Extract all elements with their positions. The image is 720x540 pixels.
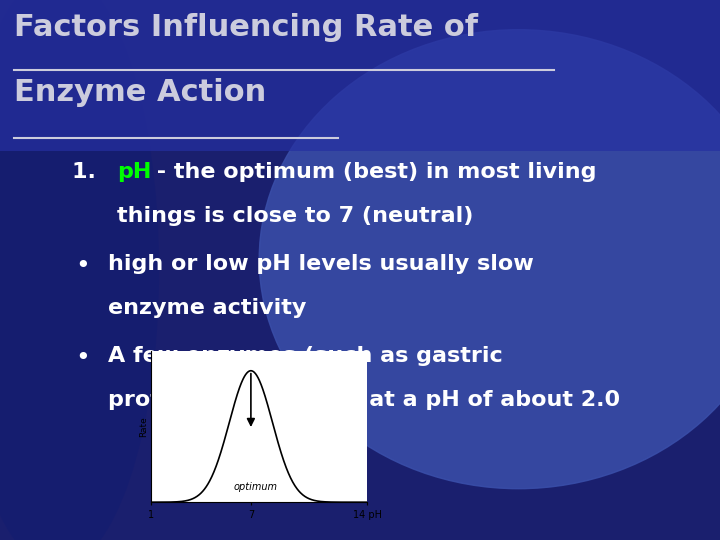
Text: Factors Influencing Rate of: Factors Influencing Rate of (14, 14, 478, 43)
Ellipse shape (259, 30, 720, 489)
Y-axis label: Rate: Rate (140, 416, 148, 437)
Text: •: • (76, 346, 90, 369)
Text: high or low pH levels usually slow: high or low pH levels usually slow (108, 254, 534, 274)
FancyBboxPatch shape (0, 0, 720, 151)
Text: Enzyme Action: Enzyme Action (14, 78, 266, 107)
Ellipse shape (0, 0, 158, 540)
Text: things is close to 7 (neutral): things is close to 7 (neutral) (117, 206, 474, 226)
Text: A few enzymes (such as gastric: A few enzymes (such as gastric (108, 346, 503, 366)
Text: optimum: optimum (234, 482, 278, 492)
Text: - the optimum (best) in most living: - the optimum (best) in most living (149, 162, 597, 182)
Text: 1.: 1. (72, 162, 112, 182)
Text: protease) work best at a pH of about 2.0: protease) work best at a pH of about 2.0 (108, 390, 620, 410)
Text: enzyme activity: enzyme activity (108, 298, 307, 318)
Text: pH: pH (117, 162, 152, 182)
Text: •: • (76, 254, 90, 278)
